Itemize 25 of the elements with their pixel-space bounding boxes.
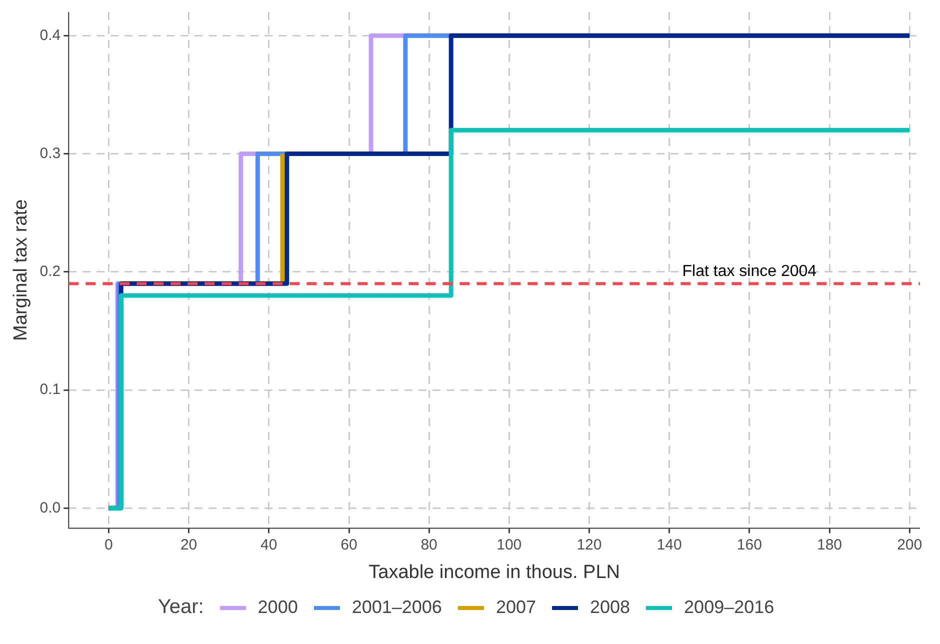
y-tick-label: 0.0: [40, 499, 61, 516]
x-tick-label: 180: [816, 536, 842, 554]
y-tick-label: 0.3: [40, 144, 61, 162]
y-axis-title: Marginal tax rate: [10, 199, 32, 341]
x-tick-label: 140: [656, 536, 682, 554]
x-tick-label: 160: [736, 536, 762, 554]
y-tick-label: 0.1: [40, 381, 61, 398]
x-tick-label: 40: [260, 536, 278, 554]
x-tick-label: 80: [420, 536, 438, 554]
legend-label: 2000: [258, 597, 298, 618]
legend-label: 2001–2006: [352, 597, 442, 618]
x-tick-label: 20: [180, 536, 198, 554]
legend-title: Year:: [158, 596, 204, 619]
x-tick-label: 0: [104, 536, 113, 554]
legend-label: 2007: [496, 597, 536, 618]
legend-label: 2009–2016: [684, 597, 774, 618]
x-tick-label: 200: [897, 536, 922, 554]
x-axis-title: Taxable income in thous. PLN: [368, 562, 620, 583]
y-tick-label: 0.4: [40, 26, 61, 44]
ref-line-label: Flat tax since 2004: [682, 263, 817, 280]
x-tick-label: 60: [340, 536, 358, 554]
legend-label: 2008: [590, 597, 630, 618]
x-tick-label: 120: [576, 536, 602, 554]
y-tick-label: 0.2: [40, 263, 61, 280]
x-tick-label: 100: [496, 536, 522, 554]
